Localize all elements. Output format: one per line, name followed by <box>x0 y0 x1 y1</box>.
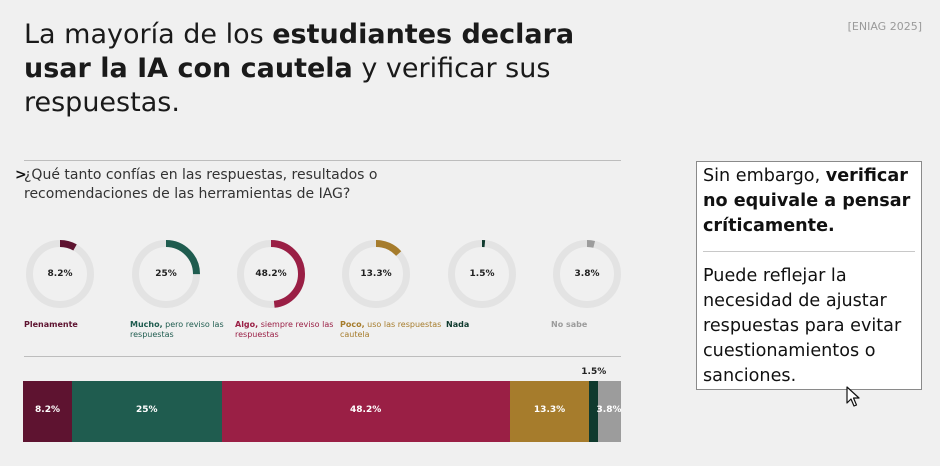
donut-caption-no-sabe: No sabe <box>551 320 681 330</box>
donut-row: 8.2% Plenamente 25% Mucho, pero reviso las … <box>0 238 940 358</box>
donut-chart-no-sabe <box>553 240 621 308</box>
donut-value-no-sabe: 3.8% <box>574 269 600 279</box>
donut-caption-rest-algo: siempre reviso las respuestas <box>235 320 334 339</box>
donut-arc-nada <box>448 240 516 308</box>
question-text: ¿Qué tanto confías en las respuestas, re… <box>24 167 378 202</box>
bar-segment-algo <box>221 381 510 442</box>
donut-caption-algo: Algo, siempre reviso las respuestas <box>235 320 365 340</box>
donut-caption-bold-nada: Nada <box>446 320 470 329</box>
donut-chart-algo <box>237 240 305 308</box>
donut-value-mucho: 25% <box>155 269 177 279</box>
donut-caption-bold-poco: Poco, <box>340 320 365 329</box>
divider-top <box>24 160 621 161</box>
donut-caption-mucho: Mucho, pero reviso las respuestas <box>130 320 260 340</box>
side-note-heading-part-1: verificar no equivale a pensar críticame… <box>703 166 911 236</box>
side-note-body: Puede reflejar la necesidad de ajustar r… <box>703 266 902 386</box>
donut-chart-nada <box>448 240 516 308</box>
bar-label-nada: 1.5% <box>581 367 607 377</box>
caret-icon: > <box>15 167 27 183</box>
divider-bottom <box>24 356 621 357</box>
bar-segment-plenamente <box>23 381 73 442</box>
donut-arc-poco <box>342 240 410 308</box>
donut-caption-rest-poco: uso las respuestas cautela <box>340 320 442 339</box>
donut-caption-bold-plenamente: Plenamente <box>24 320 78 329</box>
bar-label-mucho: 25% <box>136 405 158 415</box>
donut-arc-no-sabe <box>553 240 621 308</box>
bar-label-algo: 48.2% <box>350 405 382 415</box>
bar-segment-nada <box>589 381 599 442</box>
donut-value-algo: 48.2% <box>255 269 287 279</box>
donut-caption-poco: Poco, uso las respuestas cautela <box>340 320 470 340</box>
bar-segment-no-sabe <box>598 381 621 442</box>
donut-caption-nada: Nada <box>446 320 576 330</box>
donut-value-poco: 13.3% <box>360 269 392 279</box>
donut-chart-plenamente <box>26 240 94 308</box>
side-note-divider <box>703 251 915 252</box>
question: > ¿Qué tanto confías en las respuestas, … <box>15 166 404 204</box>
donut-chart-poco <box>342 240 410 308</box>
side-note: Sin embargo, verificar no equivale a pen… <box>696 161 922 390</box>
source-label: [ENIAG 2025] <box>847 20 922 33</box>
donut-caption-bold-no-sabe: No sabe <box>551 320 588 329</box>
donut-caption-bold-algo: Algo, <box>235 320 259 329</box>
side-note-heading-part-0: Sin embargo, <box>703 166 826 186</box>
headline: La mayoría de los estudiantes declara us… <box>24 18 644 120</box>
donut-caption-rest-mucho: pero reviso las respuestas <box>130 320 224 339</box>
arrow-pointer-icon <box>846 386 860 407</box>
stacked-bar: 8.2% 25% 48.2% 13.3% 3.8% <box>23 381 621 442</box>
donut-value-plenamente: 8.2% <box>47 269 73 279</box>
donut-caption-plenamente: Plenamente <box>24 320 154 330</box>
bar-label-no-sabe: 3.8% <box>596 405 622 415</box>
headline-part-2: y verificar sus respuestas. <box>24 53 551 118</box>
bar-label-plenamente: 8.2% <box>35 405 60 415</box>
side-note-heading: Sin embargo, verificar no equivale a pen… <box>703 164 915 239</box>
donut-chart-mucho <box>132 240 200 308</box>
headline-part-1: estudiantes declara usar la IA con caute… <box>24 19 575 84</box>
bar-segment-poco <box>509 381 590 442</box>
bar-segment-mucho <box>72 381 222 442</box>
donut-arc-plenamente <box>26 240 94 308</box>
headline-part-0: La mayoría de los <box>24 19 273 50</box>
donut-arc-algo <box>237 240 305 308</box>
bar-label-poco: 13.3% <box>533 405 566 415</box>
donut-caption-bold-mucho: Mucho, <box>130 320 163 329</box>
donut-arc-mucho <box>132 240 200 308</box>
donut-value-nada: 1.5% <box>469 269 495 279</box>
